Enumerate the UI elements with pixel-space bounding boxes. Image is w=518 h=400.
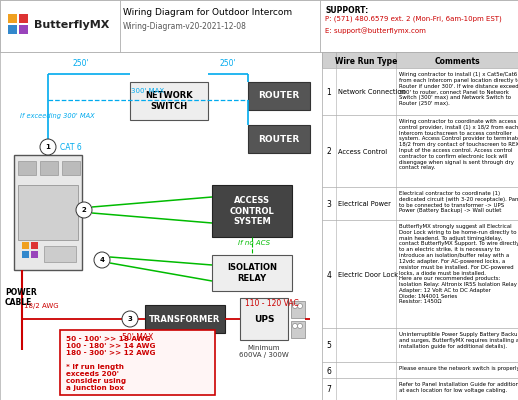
Circle shape — [297, 324, 303, 328]
Bar — [322, 115, 518, 187]
Text: 3: 3 — [127, 316, 133, 322]
Bar — [120, 0, 320, 52]
Bar — [18, 185, 78, 240]
Text: Electrical Power: Electrical Power — [338, 202, 391, 208]
Bar — [145, 305, 225, 333]
Circle shape — [293, 324, 297, 328]
Text: 250': 250' — [73, 59, 89, 68]
Text: Electric Door Lock: Electric Door Lock — [338, 272, 398, 278]
Text: 2: 2 — [82, 207, 87, 213]
Bar — [322, 378, 518, 400]
Bar — [31, 242, 38, 249]
Circle shape — [40, 139, 56, 155]
Bar — [14, 155, 82, 270]
Text: 250': 250' — [220, 59, 236, 68]
Text: TRANSFORMER: TRANSFORMER — [149, 314, 221, 324]
Bar — [0, 0, 120, 52]
Text: If no ACS: If no ACS — [238, 240, 270, 246]
Text: ISOLATION
RELAY: ISOLATION RELAY — [227, 263, 277, 283]
Bar — [60, 330, 215, 395]
Text: Refer to Panel Installation Guide for additional details. Leave 6' service loop
: Refer to Panel Installation Guide for ad… — [399, 382, 518, 393]
Circle shape — [76, 202, 92, 218]
Text: Wiring contractor to install (1) x Cat5e/Cat6
from each Intercom panel location : Wiring contractor to install (1) x Cat5e… — [399, 72, 518, 106]
Text: 6: 6 — [326, 366, 332, 376]
Bar — [212, 185, 292, 237]
Bar — [8, 25, 17, 34]
Text: POWER
CABLE: POWER CABLE — [5, 288, 37, 307]
Bar — [0, 0, 518, 52]
Bar — [322, 362, 518, 378]
Text: Minimum
600VA / 300W: Minimum 600VA / 300W — [239, 345, 289, 358]
Text: Access Control: Access Control — [338, 149, 387, 155]
Circle shape — [122, 311, 138, 327]
Circle shape — [293, 304, 297, 308]
Bar — [320, 0, 518, 52]
Text: 3: 3 — [326, 200, 332, 209]
Text: 4: 4 — [326, 270, 332, 280]
Text: 50 - 100' >> 18 AWG
100 - 180' >> 14 AWG
180 - 300' >> 12 AWG

* If run length
e: 50 - 100' >> 18 AWG 100 - 180' >> 14 AWG… — [66, 336, 155, 391]
Text: 7: 7 — [326, 386, 332, 394]
Bar — [291, 301, 305, 318]
Text: ButterflyMX: ButterflyMX — [34, 20, 109, 30]
Text: UPS: UPS — [254, 314, 274, 324]
Bar — [31, 251, 38, 258]
Text: ACCESS
CONTROL
SYSTEM: ACCESS CONTROL SYSTEM — [229, 196, 275, 226]
Text: Comments: Comments — [434, 56, 480, 66]
Text: Uninterruptible Power Supply Battery Backup. To prevent voltage drops
and surges: Uninterruptible Power Supply Battery Bac… — [399, 332, 518, 348]
Text: ROUTER: ROUTER — [258, 92, 299, 100]
Bar — [19, 14, 28, 23]
Text: 110 - 120 VAC: 110 - 120 VAC — [245, 299, 299, 308]
Bar — [44, 246, 76, 262]
Text: 1: 1 — [46, 144, 50, 150]
Bar — [0, 52, 322, 400]
Bar — [19, 25, 28, 34]
Bar — [18, 161, 36, 175]
Text: Network Connection: Network Connection — [338, 90, 406, 96]
Bar — [22, 242, 29, 249]
Bar — [291, 321, 305, 338]
Bar — [240, 298, 288, 340]
Bar — [248, 125, 310, 153]
Text: Wiring-Diagram-v20-2021-12-08: Wiring-Diagram-v20-2021-12-08 — [123, 22, 247, 31]
Text: Wiring Diagram for Outdoor Intercom: Wiring Diagram for Outdoor Intercom — [123, 8, 292, 17]
Bar — [322, 52, 518, 68]
Text: 18/2 AWG: 18/2 AWG — [24, 303, 59, 309]
Text: Wire Run Type: Wire Run Type — [335, 56, 397, 66]
Bar — [322, 328, 518, 362]
Text: 50' MAX: 50' MAX — [122, 333, 153, 342]
Text: Wiring contractor to coordinate with access
control provider, install (1) x 18/2: Wiring contractor to coordinate with acc… — [399, 119, 518, 170]
Text: SUPPORT:: SUPPORT: — [325, 6, 368, 15]
Text: E: support@butterflymx.com: E: support@butterflymx.com — [325, 27, 426, 34]
Bar — [62, 161, 80, 175]
Text: 5: 5 — [326, 342, 332, 350]
Text: ROUTER: ROUTER — [258, 134, 299, 144]
Text: 4: 4 — [99, 257, 105, 263]
Bar — [8, 14, 17, 23]
Text: CAT 6: CAT 6 — [60, 142, 82, 152]
Bar — [40, 161, 58, 175]
Text: Electrical contractor to coordinate (1)
dedicated circuit (with 3-20 receptacle): Electrical contractor to coordinate (1) … — [399, 191, 518, 214]
Bar — [322, 187, 518, 220]
Text: 1: 1 — [327, 88, 332, 97]
Circle shape — [94, 252, 110, 268]
Text: If exceeding 300' MAX: If exceeding 300' MAX — [20, 113, 95, 119]
Text: ButterflyMX strongly suggest all Electrical
Door Lock wiring to be home-run dire: ButterflyMX strongly suggest all Electri… — [399, 224, 518, 304]
Text: 2: 2 — [327, 148, 332, 156]
Bar — [130, 82, 208, 120]
Text: Please ensure the network switch is properly grounded.: Please ensure the network switch is prop… — [399, 366, 518, 371]
Bar — [322, 68, 518, 115]
Text: NETWORK
SWITCH: NETWORK SWITCH — [145, 91, 193, 111]
Bar — [22, 251, 29, 258]
Bar — [322, 52, 518, 400]
Bar — [248, 82, 310, 110]
Text: P: (571) 480.6579 ext. 2 (Mon-Fri, 6am-10pm EST): P: (571) 480.6579 ext. 2 (Mon-Fri, 6am-1… — [325, 16, 502, 22]
Bar — [322, 220, 518, 328]
Text: 300' MAX: 300' MAX — [132, 88, 165, 94]
Bar — [212, 255, 292, 291]
Circle shape — [297, 304, 303, 308]
